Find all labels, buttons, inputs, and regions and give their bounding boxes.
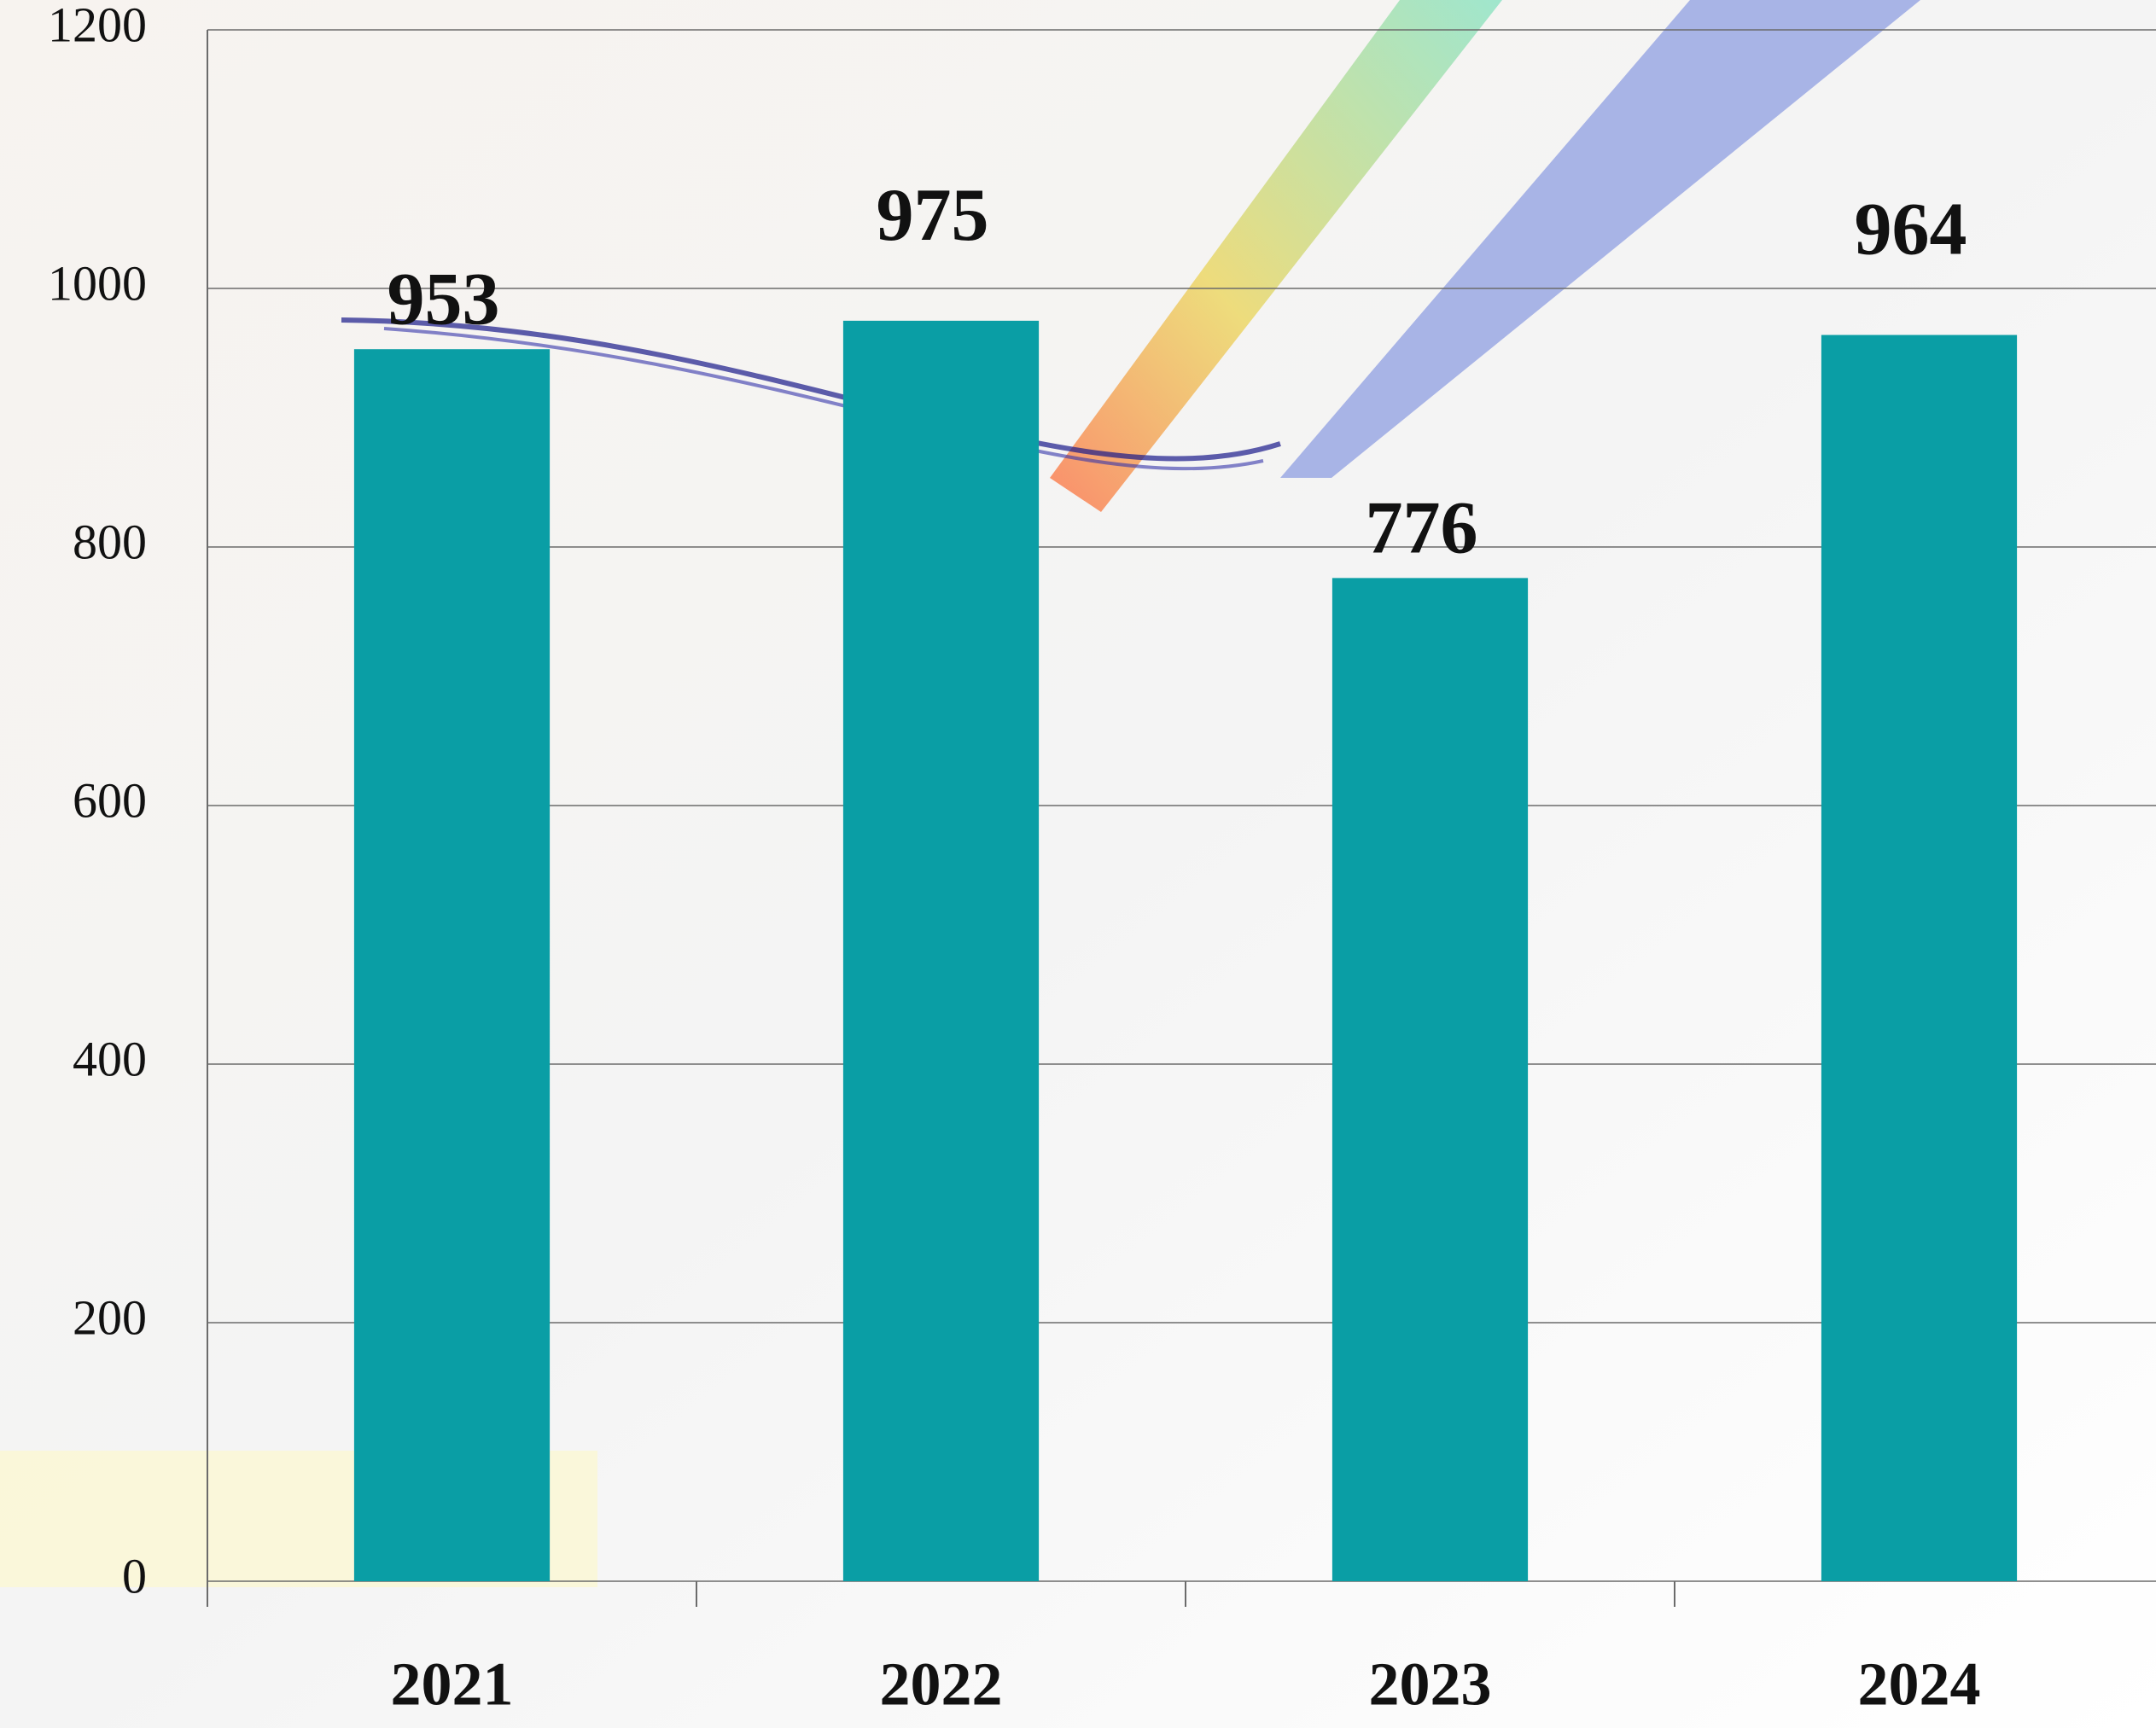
bar — [842, 320, 1040, 1581]
value-label: 776 — [1366, 487, 1478, 570]
bar — [1821, 335, 2018, 1581]
y-tick-label: 1000 — [48, 255, 147, 311]
y-tick-label: 0 — [122, 1548, 147, 1603]
bar — [353, 349, 551, 1582]
y-tick-label: 800 — [73, 514, 147, 569]
y-tick-label: 600 — [73, 772, 147, 828]
y-tick-label: 400 — [73, 1031, 147, 1086]
value-label: 964 — [1855, 189, 1967, 271]
bar — [1331, 578, 1529, 1581]
y-tick-label: 200 — [73, 1289, 147, 1345]
x-tick-label: 2024 — [1858, 1650, 1981, 1719]
value-label: 953 — [387, 258, 500, 340]
y-tick-label: 1200 — [48, 0, 147, 52]
x-tick-label: 2021 — [391, 1650, 514, 1719]
decoration — [1050, 0, 1502, 512]
decoration — [1280, 0, 1920, 478]
value-label: 975 — [877, 174, 989, 257]
x-tick-label: 2022 — [880, 1650, 1003, 1719]
x-tick-label: 2023 — [1369, 1650, 1492, 1719]
